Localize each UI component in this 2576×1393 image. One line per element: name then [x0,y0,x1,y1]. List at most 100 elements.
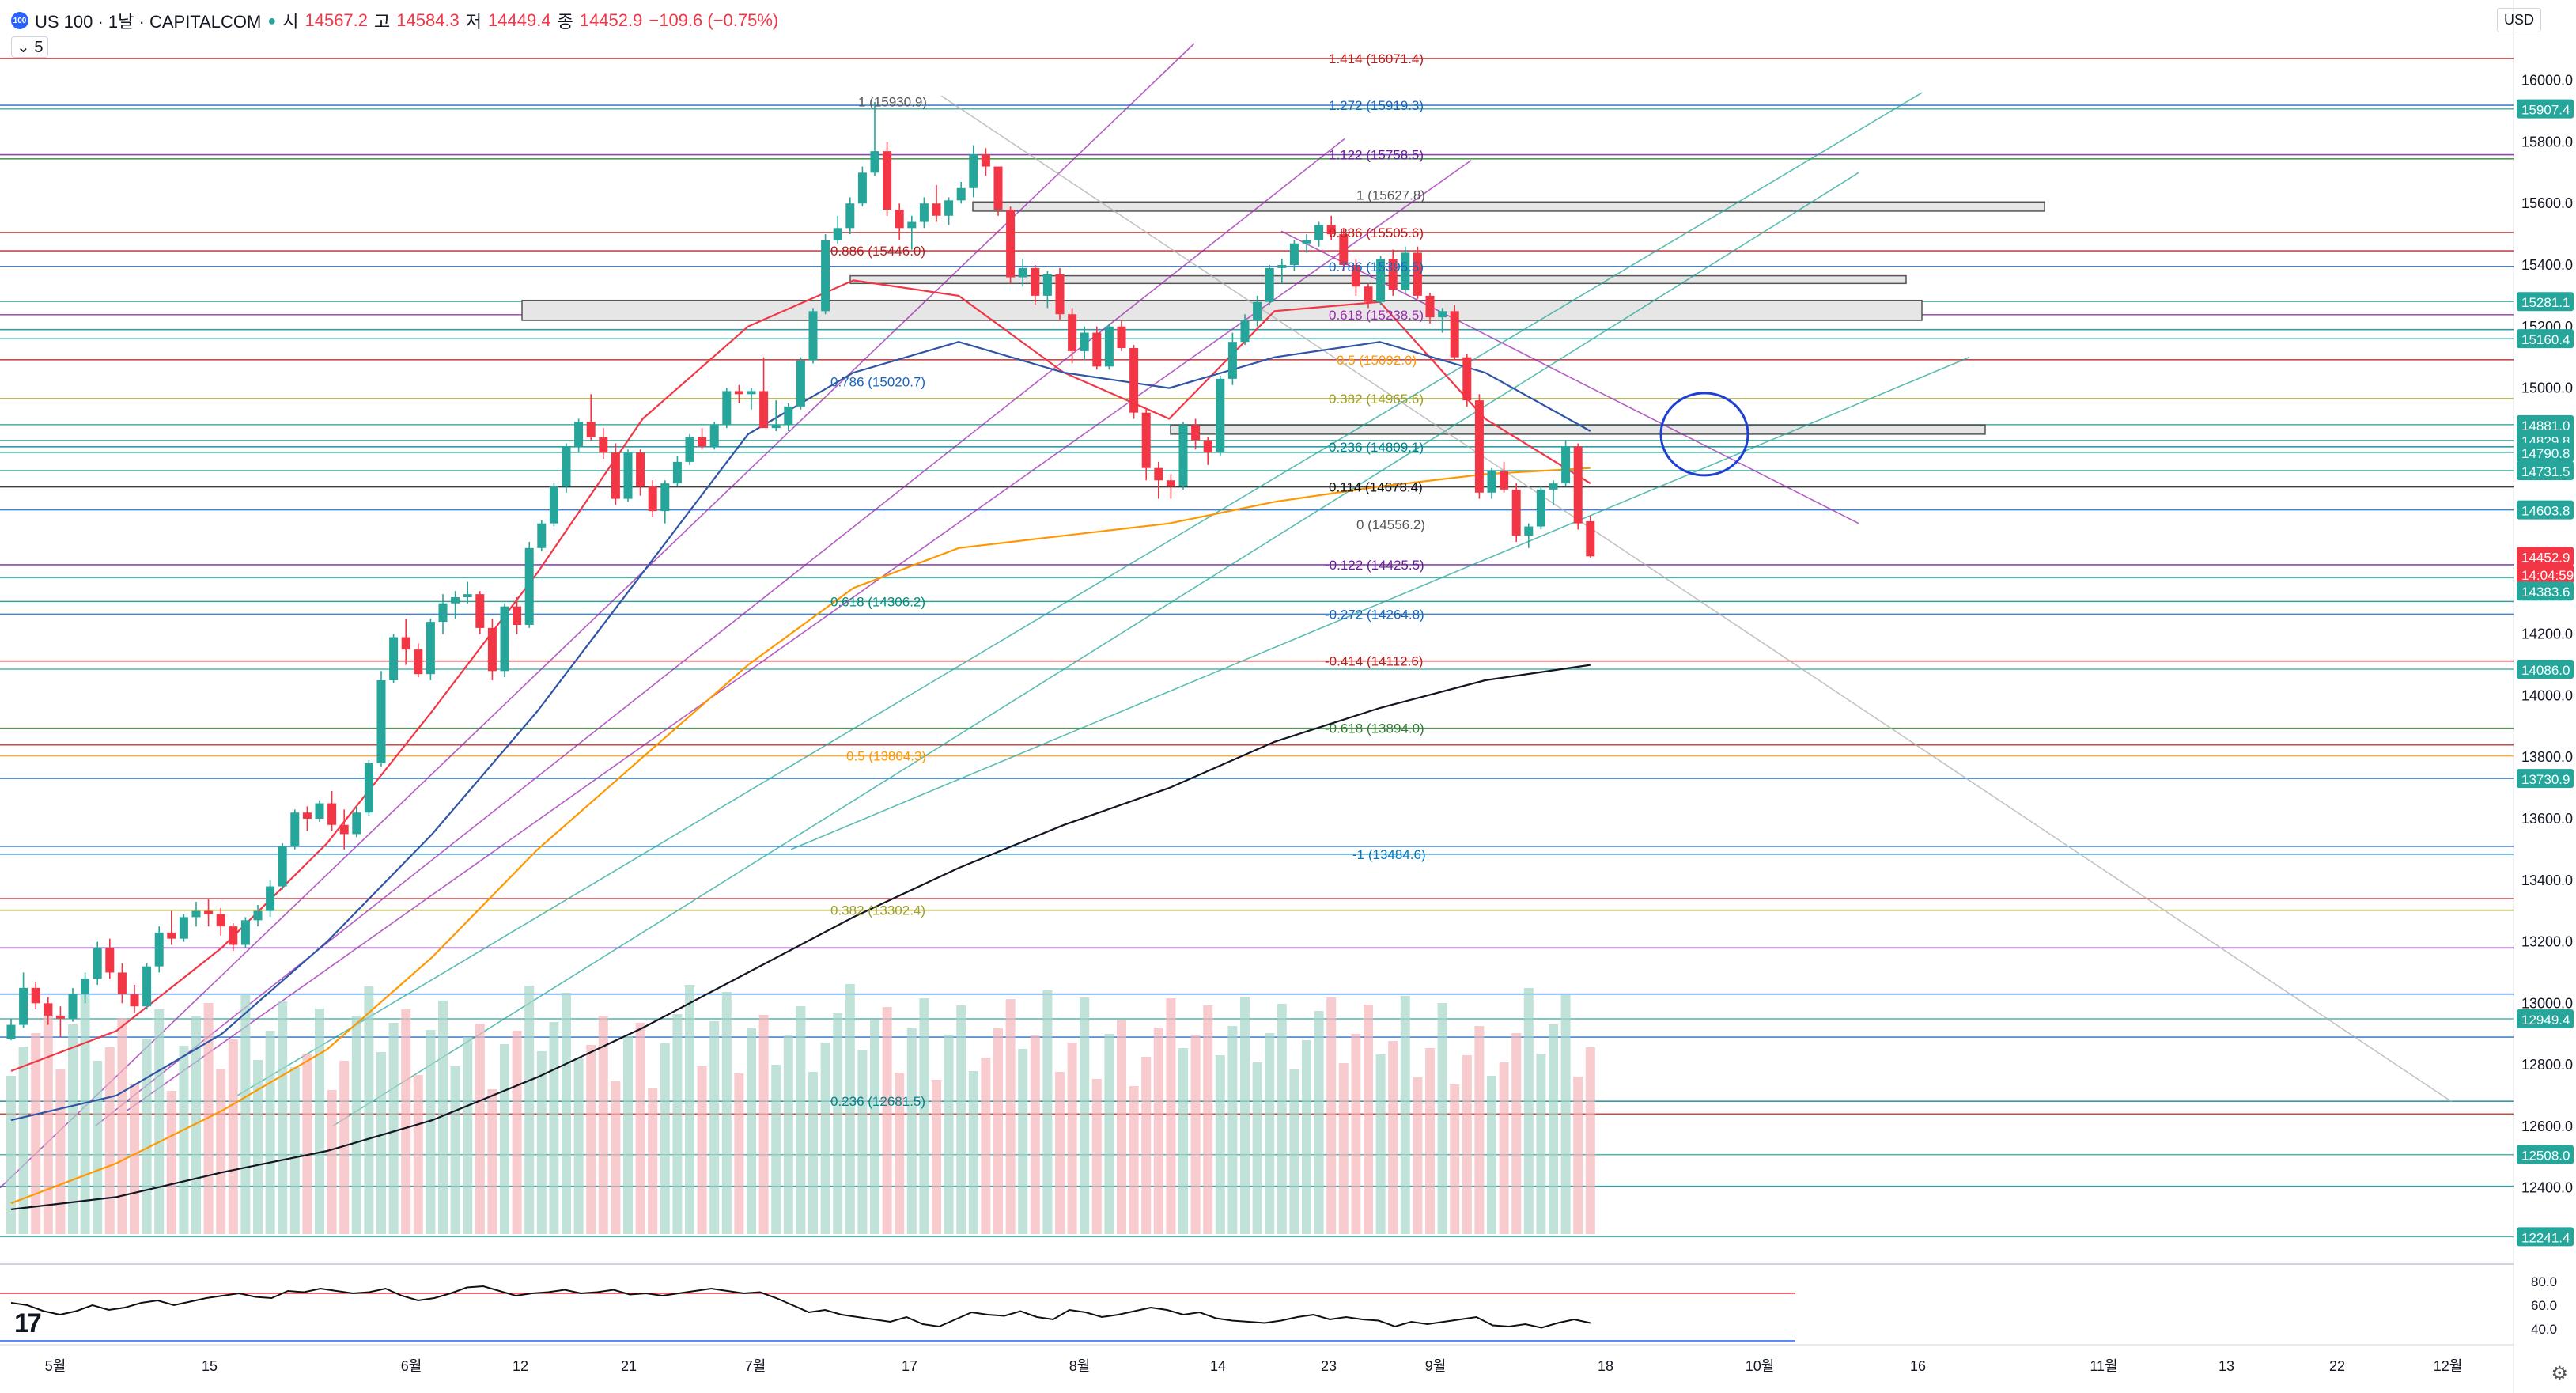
candle-body [414,649,423,675]
candle-body [6,1024,16,1039]
candle-body [1117,326,1126,348]
volume-bar [1536,1054,1546,1234]
candle-body [1364,286,1373,302]
price-badge-label: 12508.0 [2521,1149,2570,1164]
price-badge-label: 14881.0 [2521,418,2570,433]
volume-bar [179,1046,189,1234]
time-tick-label: 21 [621,1358,637,1374]
volume-bar [1141,1057,1152,1234]
price-badge [2517,564,2574,584]
volume-bar [438,1001,448,1234]
volume-bar [31,1033,41,1234]
candle-body [857,172,867,204]
candle-body [389,637,399,680]
candle-body [475,594,485,628]
candle-body [734,391,743,395]
volume-bar [1215,1055,1225,1234]
gear-icon[interactable]: ⚙ [2551,1363,2568,1384]
candle-body [944,200,954,216]
trend-line [331,172,1859,1127]
highlight-circle [1659,392,1749,477]
candle-body [1055,274,1065,315]
time-tick-label: 13 [2219,1358,2234,1374]
time-tick-label: 8월 [1069,1358,1091,1374]
time-tick-label: 10월 [1746,1358,1775,1374]
price-tick-label: 15000.0 [2521,380,2573,396]
volume-bar [1474,1026,1485,1234]
candle-body [586,422,596,437]
candle-body [1166,480,1175,486]
volume-bar [944,1035,954,1234]
price-tick-label: 15400.0 [2521,257,2573,273]
candle-body [1536,489,1545,527]
volume-bar [672,1014,683,1234]
indicator-toggle[interactable]: ⌄ 5 [11,36,49,58]
volume-bar [130,1084,139,1234]
candle-body [1092,332,1102,367]
fib-level-label: 1 (15930.9) [858,95,927,110]
candle-body [698,437,707,447]
candle-body [191,910,201,918]
candle-body [1265,267,1274,302]
volume-bar [1240,997,1250,1234]
volume-bar [734,1073,744,1234]
candle-body [722,391,732,426]
candle-body [1191,425,1201,441]
candle-body [870,151,879,173]
time-tick-label: 16 [1910,1358,1926,1374]
price-badge-label: 15160.4 [2521,332,2570,347]
volume-bar [524,986,535,1234]
candle-body [167,932,176,939]
candle-body [919,203,929,222]
candle-body [895,210,904,229]
candle-body [1227,342,1237,379]
candle-body [747,391,756,395]
volume-bar [1289,1069,1299,1234]
rsi-line [10,1285,1591,1329]
symbol-title[interactable]: US 100 · 1날 · CAPITALCOM [35,12,262,32]
candle-body [993,166,1003,210]
fib-level-label: -0.122 (14425.5) [1325,558,1424,573]
volume-bar [339,1061,350,1234]
volume-bar [1425,1048,1435,1234]
candle-body [179,917,188,939]
candle-body [1549,483,1558,490]
volume-bar [598,1016,608,1234]
candle-body [562,446,571,486]
volume-bar [1549,1024,1558,1234]
volume-bar [6,1076,16,1234]
volume-bar [1190,1035,1201,1234]
candle-body [1586,520,1595,557]
zone-box [521,299,1923,321]
price-tick-label: 13000.0 [2521,995,2573,1011]
candle-body [1203,440,1212,453]
price-tick-label: 13800.0 [2521,749,2573,765]
volume-bar [845,984,855,1234]
volume-bar [426,1030,436,1234]
volume-bar [562,993,571,1234]
rsi-tick-label: 80.0 [2531,1274,2557,1289]
candle-body [117,972,127,994]
volume-bar [1067,1043,1077,1234]
fib-level-label: -0.414 (14112.6) [1325,654,1423,669]
volume-bar [388,1023,399,1234]
fib-level-label: -1 (13484.6) [1352,847,1426,862]
volume-bar [1462,1055,1472,1234]
volume-bar [758,1015,769,1234]
price-tick-label: 14000.0 [2521,687,2573,703]
candle-body [672,461,682,484]
price-badge [2517,460,2574,480]
price-tick-label: 13400.0 [2521,873,2573,888]
price-tick-label: 14200.0 [2521,626,2573,642]
tradingview-logo-icon: 17 [14,1308,42,1338]
volume-bar [1511,1033,1522,1234]
fib-level-label: 0.382 (13302.4) [830,903,925,918]
currency-selector[interactable]: USD [2496,8,2541,32]
fib-level-label: 0.886 (15505.6) [1329,225,1424,240]
volume-bar [573,1058,584,1234]
price-badge-label: 14731.5 [2521,464,2570,479]
high-label: 고 [374,12,391,32]
volume-bar [1055,1072,1065,1234]
moving-average-line [10,467,1591,1205]
